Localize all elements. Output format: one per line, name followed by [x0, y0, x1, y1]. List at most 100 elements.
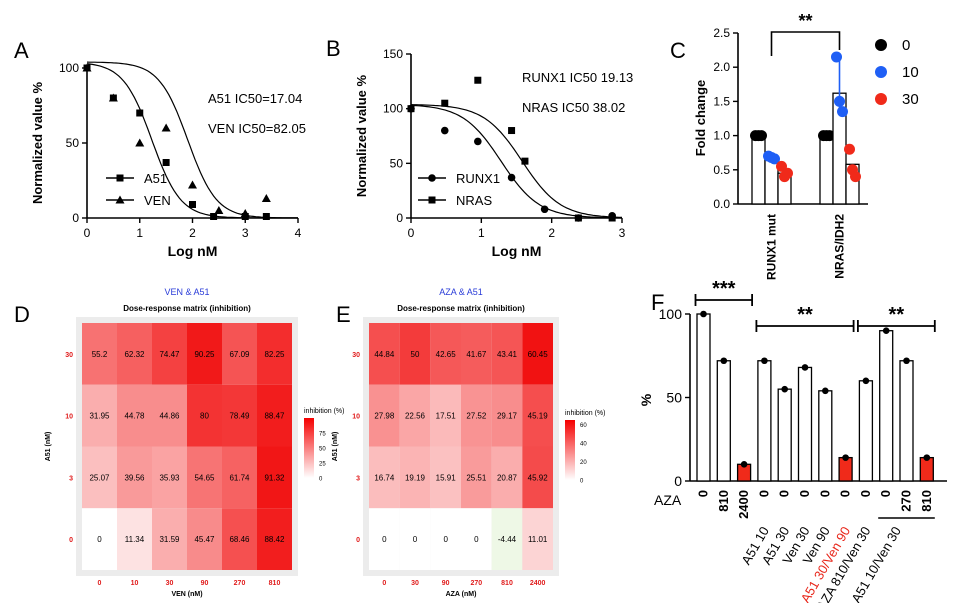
heatmap-cell	[399, 446, 431, 509]
data-point-ven	[108, 93, 118, 102]
heatmap-cell-label: 80	[200, 412, 209, 421]
data-point-ven	[82, 63, 92, 72]
data-point-ven	[161, 123, 171, 132]
legend-tick-label: 60	[580, 423, 587, 429]
x-tick-label: 90	[442, 580, 450, 587]
aza-dose-label: 0	[878, 490, 893, 497]
heatmap-cell-label: 16.74	[374, 473, 395, 482]
heatmap-cell	[187, 508, 222, 570]
ic50-annotation: A51 IC50=17.04	[208, 91, 302, 106]
data-point-runx1	[540, 205, 549, 214]
heatmap-cell	[430, 446, 461, 509]
bar-0	[751, 134, 766, 205]
heatmap-title: Dose-response matrix (inhibition)	[397, 304, 525, 313]
heatmap-cell-label: 88.42	[264, 535, 285, 544]
heatmap-top-title: VEN & A51	[164, 287, 209, 297]
y-tick-label: 150	[383, 47, 403, 61]
data-point	[862, 377, 870, 385]
y-axis-label: A51 (nM)	[45, 432, 52, 462]
heatmap-cell-label: 0	[97, 535, 102, 544]
heatmap-cell-label: 0	[382, 535, 387, 544]
heatmap-cell	[430, 508, 461, 570]
bar	[858, 380, 874, 482]
legend-marker-30	[875, 93, 887, 105]
legend-marker	[115, 195, 125, 204]
y-axis-label: Normalized value %	[354, 75, 369, 198]
legend-title: inhibition (%)	[565, 410, 605, 417]
x-tick-label: 3	[242, 226, 249, 240]
significance-bracket	[770, 31, 841, 56]
heatmap-cell	[222, 323, 257, 385]
heatmap-cell	[222, 384, 257, 447]
y-tick-label: 0	[72, 211, 79, 225]
heatmap-title: Dose-response matrix (inhibition)	[123, 304, 251, 313]
aza-dose-label: 0	[817, 490, 832, 497]
x-tick-label: 4	[295, 226, 302, 240]
aza-dose-label: 2400	[736, 490, 751, 519]
heatmap-cell-label: 43.41	[497, 350, 518, 359]
legend-marker	[116, 174, 124, 182]
y-tick-label: 50	[666, 390, 682, 406]
data-point	[781, 385, 788, 393]
heatmap-cell	[222, 508, 257, 570]
heatmap-cell-label: 35.93	[159, 473, 180, 482]
data-point	[700, 310, 707, 318]
heatmap-cell-label: 44.86	[159, 412, 180, 421]
x-axis-label: Log nM	[492, 243, 542, 259]
heatmap-cell-label: 74.47	[159, 350, 180, 359]
heatmap-cell-label: 45.47	[194, 535, 215, 544]
panel-d-heatmap: 55.2 62.32 74.47 90.25 67.09 82.25 31.95 44.78 4…	[45, 287, 344, 598]
heatmap-cell-label: 61.74	[229, 473, 250, 482]
legend-tick-label: 0	[580, 479, 584, 485]
data-point-nras	[608, 214, 616, 222]
category-label: RUNX1 mut	[765, 214, 779, 280]
heatmap-cell-label: 90.25	[194, 350, 215, 359]
aza-dose-label: 270	[899, 490, 914, 512]
y-tick-label: 1.5	[713, 94, 730, 108]
heatmap-cell	[491, 508, 523, 570]
data-point-a51	[210, 213, 218, 220]
heatmap-cell-label: 31.95	[89, 412, 110, 421]
heatmap-cell-label: 44.78	[124, 412, 145, 421]
heatmap-cell	[461, 384, 492, 447]
data-point	[740, 461, 748, 468]
data-point-10	[769, 153, 780, 165]
legend-label: A51	[144, 171, 167, 186]
y-tick-label: 3	[69, 475, 73, 482]
data-point-a51	[262, 213, 270, 220]
heatmap-cell-label: 54.65	[194, 473, 215, 482]
y-tick-label: 30	[352, 352, 360, 359]
x-tick-label: 3	[619, 226, 626, 240]
heatmap-cell-label: 22.56	[405, 412, 426, 421]
heatmap-cell-label: 45.19	[528, 412, 549, 421]
heatmap-cell-label: 29.17	[497, 412, 518, 421]
data-point	[923, 454, 931, 461]
legend-label: 30	[902, 91, 919, 108]
legend-label: 0	[902, 37, 910, 54]
heatmap-cell-label: 91.32	[264, 473, 285, 482]
x-tick-label: 2400	[530, 580, 546, 587]
heatmap-cell-label: 45.92	[528, 473, 549, 482]
bar	[696, 313, 711, 482]
legend-label: VEN	[144, 193, 171, 208]
heatmap-cell	[461, 323, 492, 385]
data-point-nras	[474, 76, 482, 84]
panel-b-chart: 0 1 2 3 0 50 100 150 Log nM Normalized value % RUN…	[354, 47, 633, 259]
aza-dose-label: 0	[797, 490, 812, 497]
data-point-runx1	[474, 137, 482, 146]
y-tick-label: 0	[674, 473, 682, 489]
heatmap-cell	[257, 508, 292, 570]
heatmap-cell	[257, 384, 292, 447]
bar	[797, 366, 813, 482]
heatmap-cell	[369, 508, 400, 570]
heatmap-cell	[522, 508, 553, 570]
fit-curve-ven	[86, 61, 298, 219]
heatmap-cell	[430, 384, 461, 447]
data-point-runx1	[440, 126, 449, 135]
data-point	[822, 387, 829, 395]
panel-label-f: F	[651, 290, 664, 315]
data-point-ven	[214, 206, 224, 214]
heatmap-cell	[461, 446, 492, 509]
heatmap-cell	[152, 323, 187, 385]
legend-colorbar	[304, 418, 314, 478]
